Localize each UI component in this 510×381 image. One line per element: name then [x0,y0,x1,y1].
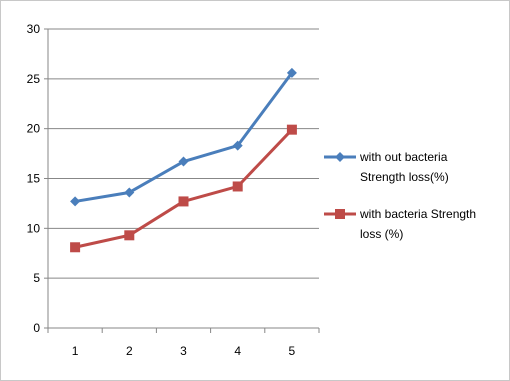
y-axis-ticks: 0 5 10 15 20 25 30 [27,22,48,335]
legend-label: Strength loss(%) [360,170,449,184]
y-tick-label: 0 [33,321,40,335]
legend-label: loss (%) [360,227,403,241]
series-layer [70,67,297,253]
legend-label: with out bacteria [359,150,448,164]
y-tick-label: 15 [27,172,41,186]
y-tick-label: 10 [27,221,41,235]
data-point [286,67,297,78]
y-tick-label: 25 [27,72,41,86]
y-tick-label: 20 [27,122,41,136]
data-point [124,187,135,198]
series-line [74,128,293,249]
data-point [178,196,189,207]
legend-marker [335,209,345,219]
data-point [286,124,297,135]
data-point [124,230,135,241]
legend: with out bacteria Strength loss(%) with ba… [324,150,476,241]
x-tick-label: 4 [234,344,241,358]
data-point [70,196,81,207]
y-tick-label: 5 [33,271,40,285]
data-point [232,140,243,151]
legend-label: with bacteria Strength [359,207,476,221]
data-point [70,242,81,253]
series-2 [70,124,297,253]
x-tick-label: 1 [72,344,79,358]
x-axis-ticks: 1 2 3 4 5 [47,328,320,358]
data-point [178,156,189,167]
series-line [74,71,294,203]
legend-marker [335,152,345,162]
x-tick-label: 5 [289,344,296,358]
gridlines [48,28,319,279]
y-tick-label: 30 [27,22,41,36]
x-tick-label: 3 [180,344,187,358]
legend-item-2: with bacteria Strength loss (%) [324,207,476,241]
data-point [232,181,243,192]
x-tick-label: 2 [126,344,133,358]
legend-item-1: with out bacteria Strength loss(%) [324,150,449,184]
series-1 [70,67,297,207]
